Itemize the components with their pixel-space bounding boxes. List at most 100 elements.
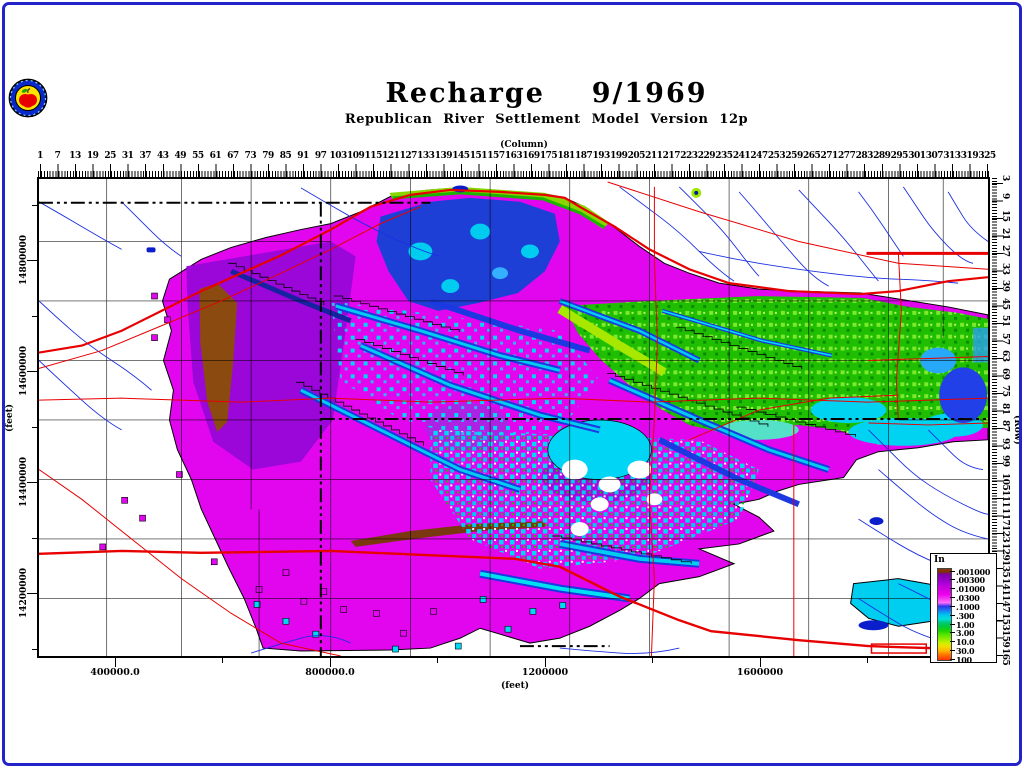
legend-entry-value: 100 (956, 655, 972, 665)
bottom-axis-caption: (feet) (501, 681, 529, 691)
row-ruler (992, 177, 1003, 658)
row-tick-label: 105 (1000, 472, 1010, 490)
row-tick-label: 45 (1000, 297, 1010, 310)
left-axis-tick (32, 426, 37, 428)
legend-entry-tick (950, 579, 955, 581)
column-tick-label: 91 (297, 151, 309, 161)
legend-entry-value: .300 (956, 610, 975, 621)
row-axis-caption: (Row) (1012, 415, 1022, 445)
legend-entry-value: .1000 (956, 601, 980, 612)
row-tick-label: 51 (1000, 315, 1010, 327)
state-boundary-lines (39, 201, 988, 656)
column-tick-label: 211 (645, 151, 663, 161)
column-tick-label: 37 (139, 151, 151, 161)
bottom-axis-tick (545, 658, 546, 667)
row-tick-label: 165 (1000, 647, 1010, 665)
column-tick-label: 19 (86, 151, 99, 161)
highways (38, 181, 989, 657)
column-tick-label: 145 (452, 151, 470, 161)
row-tick-label: 33 (1000, 262, 1010, 275)
row-tick-label: 27 (1000, 245, 1010, 257)
column-tick-label: 25 (104, 151, 116, 161)
bottom-axis-tick (115, 658, 116, 667)
column-tick-label: 73 (244, 151, 257, 161)
left-axis-tick (32, 315, 37, 317)
bottom-tick-label: 1200000 (521, 667, 569, 678)
agency-seal-logo (8, 78, 48, 118)
legend-entry-value: 10.0 (956, 637, 975, 648)
column-tick-label: 13 (69, 151, 81, 161)
bottom-axis-tick (330, 658, 331, 667)
left-axis-tick (32, 648, 37, 650)
apple-seal-icon (8, 78, 48, 118)
legend-title: In (934, 555, 945, 565)
bottom-axis-tick (760, 658, 761, 667)
legend-entry-value: 3.00 (956, 628, 975, 639)
column-tick-label: 7 (54, 151, 61, 161)
row-tick-label: 159 (1000, 630, 1010, 648)
legend-entry-tick (950, 570, 955, 572)
bottom-axis-tick (437, 658, 438, 663)
column-tick-label: 313 (943, 151, 961, 161)
title-block: Recharge 9/1969 Republican River Settlem… (70, 78, 1023, 127)
page-subtitle: Republican River Settlement Model Versio… (344, 112, 749, 127)
column-tick-label: 187 (574, 151, 593, 161)
column-tick-label: 295 (890, 151, 909, 161)
left-axis-tick (27, 593, 37, 594)
legend-entry-tick (950, 623, 955, 625)
column-tick-label: 79 (262, 151, 274, 161)
column-tick-label: 241 (732, 151, 751, 161)
column-tick-label: 43 (156, 151, 169, 161)
column-tick-label: 115 (364, 151, 383, 161)
legend-entry-value: 1.00 (956, 619, 975, 630)
column-tick-label: 31 (121, 151, 134, 161)
column-tick-label: 67 (227, 151, 239, 161)
legend-entry-value: .01000 (956, 584, 985, 595)
left-axis-tick (27, 260, 37, 261)
legend-entry-tick (950, 650, 955, 652)
legend-entry-value: .0300 (956, 593, 980, 604)
left-axis-caption: (feet) (5, 404, 15, 432)
row-tick-label: 15 (1000, 210, 1010, 222)
row-tick-label: 129 (1000, 542, 1010, 560)
row-tick-labels: 3 9 15 21 27 33 39 45 51 57 63 69 75 81 87 93 99 105 111 11… (1000, 175, 1024, 665)
column-tick-label: 55 (192, 151, 204, 161)
column-tick-label: 247 (750, 151, 768, 161)
column-tick-label: 205 (627, 151, 646, 161)
column-tick-label: 277 (838, 151, 856, 161)
row-tick-label: 93 (1000, 437, 1010, 450)
county-boundaries (39, 179, 988, 656)
column-tick-labels: 1 7 13 19 25 31 37 43 49 55 61 67 73 79 85 91 97 103 109 11… (37, 151, 996, 164)
column-tick-label: 103 (329, 151, 347, 161)
column-tick-label: 61 (209, 151, 222, 161)
row-tick-label: 141 (1000, 577, 1010, 595)
column-tick-label: 307 (925, 151, 944, 161)
row-tick-label: 39 (1000, 280, 1010, 292)
column-tick-label: 49 (174, 151, 187, 161)
left-axis-tick (32, 537, 37, 539)
column-tick-label: 289 (873, 151, 891, 161)
column-tick-label: 97 (314, 151, 327, 161)
row-tick-label: 87 (1000, 420, 1010, 432)
legend-entry-tick (950, 605, 955, 607)
bottom-axis-tick (867, 658, 868, 663)
legend-entry-tick (950, 614, 955, 616)
legend-entry-value: 30.0 (956, 646, 975, 657)
left-axis-tick (27, 482, 37, 483)
column-tick-label: 139 (434, 151, 453, 161)
legend-entry-tick (950, 659, 955, 660)
column-tick-label: 223 (680, 151, 698, 161)
column-tick-label: 169 (522, 151, 540, 161)
column-tick-label: 133 (417, 151, 435, 161)
row-tick-label: 9 (1000, 192, 1010, 199)
column-tick-label: 217 (662, 151, 681, 161)
column-tick-label: 193 (592, 151, 611, 161)
left-axis-tick (32, 204, 37, 206)
bottom-tick-label: 400000.0 (90, 667, 140, 678)
column-tick-label: 283 (855, 151, 874, 161)
column-tick-label: 325 (978, 151, 996, 161)
row-tick-label: 153 (1000, 612, 1010, 630)
bottom-tick-label: 800000.0 (305, 667, 355, 678)
row-tick-label: 147 (1000, 595, 1010, 613)
